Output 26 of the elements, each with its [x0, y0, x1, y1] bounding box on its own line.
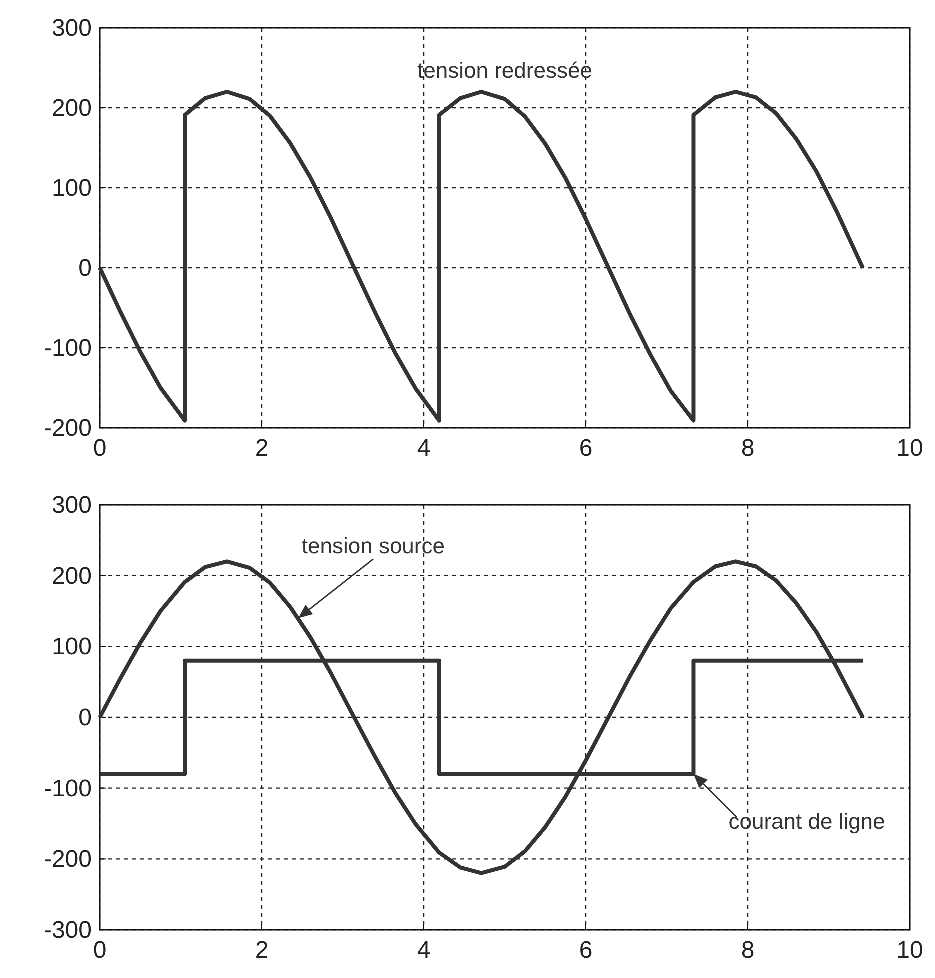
- x-tick-label: 8: [741, 435, 755, 462]
- y-tick-label: -100: [44, 335, 92, 362]
- y-tick-label: 200: [52, 562, 92, 590]
- y-tick-label: 0: [78, 704, 92, 732]
- y-tick-label: -200: [44, 846, 92, 874]
- x-tick-label: 4: [417, 435, 431, 462]
- y-tick-label: 100: [52, 634, 92, 661]
- annotation: tension redressée: [418, 58, 592, 83]
- x-tick-label: 10: [896, 937, 924, 964]
- y-tick-label: -200: [44, 415, 92, 442]
- x-tick-label: 2: [255, 937, 269, 964]
- x-tick-label: 10: [896, 435, 924, 462]
- annotation: courant de ligne: [728, 809, 886, 834]
- x-tick-label: 2: [255, 435, 269, 462]
- y-tick-label: -300: [44, 917, 92, 944]
- x-tick-label: 6: [579, 937, 593, 964]
- y-tick-label: 200: [52, 95, 92, 122]
- x-tick-label: 4: [417, 937, 431, 964]
- y-tick-label: 0: [78, 255, 92, 282]
- y-tick-label: 300: [52, 492, 92, 519]
- y-tick-label: -100: [44, 775, 92, 802]
- y-tick-label: 100: [52, 175, 92, 202]
- y-tick-label: 300: [52, 15, 92, 42]
- x-tick-label: 8: [741, 937, 755, 964]
- x-tick-label: 6: [579, 435, 593, 462]
- annotation: tension source: [302, 533, 445, 558]
